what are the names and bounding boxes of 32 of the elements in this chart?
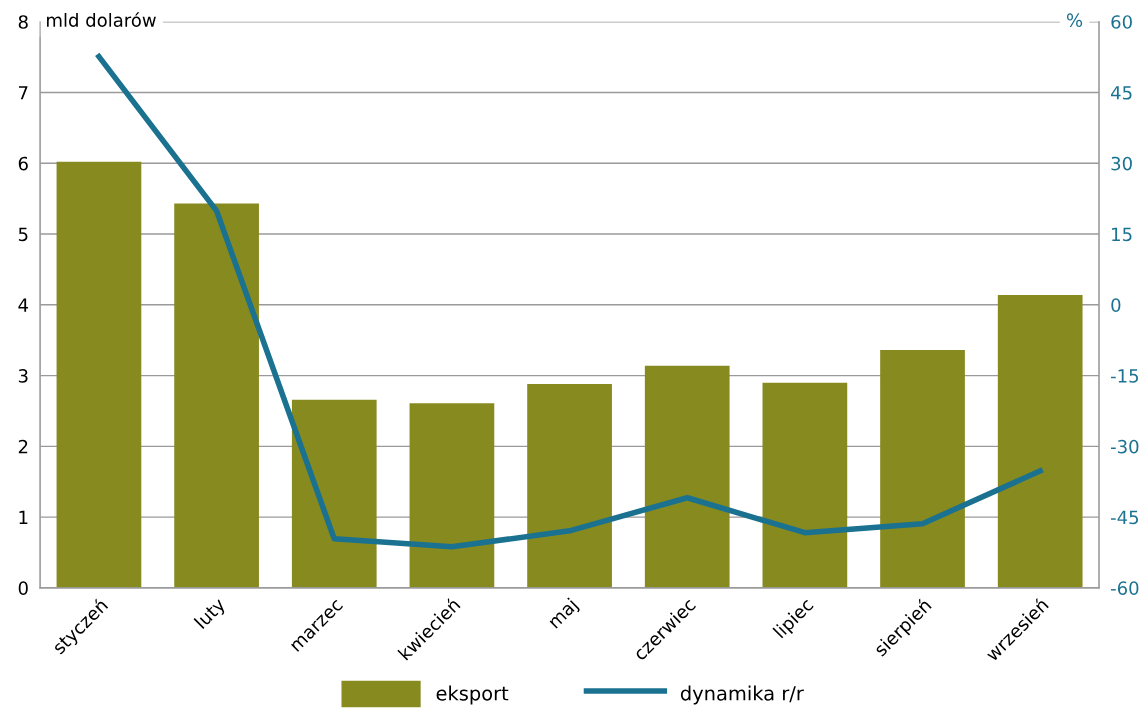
bar (762, 382, 848, 588)
bar (409, 403, 495, 588)
bar (527, 384, 612, 588)
y-tick-label: 5 (18, 227, 28, 242)
y2-tick-label: 30 (1111, 156, 1132, 171)
bar (56, 161, 142, 588)
y2-tick-label: -60 (1111, 581, 1139, 595)
y-tick-label: 6 (18, 156, 28, 171)
bar (291, 399, 377, 588)
y-tick-label: 0 (18, 581, 28, 595)
y-tick-label: 1 (19, 510, 28, 524)
y2-tick-label: -15 (1111, 369, 1139, 383)
x-tick-label: luty (193, 596, 229, 632)
y-tick-label: 3 (18, 369, 28, 383)
y-tick-label: 7 (18, 86, 28, 100)
y-axis-title: mld dolarów (47, 12, 156, 27)
y2-tick-label: 0 (1111, 298, 1121, 312)
legend-label: dynamika r/r (680, 685, 804, 705)
y2-tick-label: -30 (1111, 439, 1139, 454)
y2-axis-title: % (1066, 13, 1083, 27)
y-tick-label: 8 (18, 15, 28, 29)
legend-label: eksport (436, 685, 509, 705)
bar (997, 294, 1083, 588)
y2-tick-label: 15 (1112, 227, 1132, 242)
bar (880, 350, 965, 588)
y2-tick-label: 45 (1111, 86, 1132, 100)
y-tick-label: 2 (18, 439, 28, 454)
bar (644, 365, 730, 588)
y-tick-label: 4 (18, 298, 28, 312)
y2-tick-label: -45 (1111, 510, 1139, 525)
y2-tick-label: 60 (1111, 15, 1132, 29)
bar (174, 203, 259, 588)
